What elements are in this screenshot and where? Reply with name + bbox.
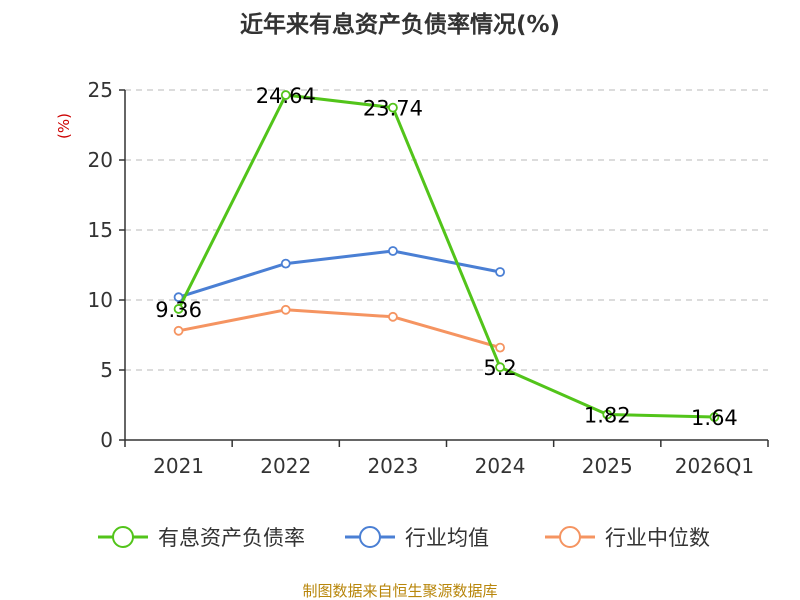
legend-label: 有息资产负债率 <box>158 526 305 550</box>
y-tick-label: 20 <box>88 148 113 172</box>
legend: 有息资产负债率 行业均值 行业中位数 <box>98 526 710 550</box>
x-tick-label: 2025 <box>582 454 633 478</box>
legend-marker <box>359 526 381 548</box>
x-tick-label: 2026Q1 <box>675 454 754 478</box>
source-note: 制图数据来自恒生聚源数据库 <box>302 582 497 600</box>
legend-label: 行业均值 <box>405 526 489 550</box>
series-group <box>173 90 720 422</box>
x-tick-label: 2024 <box>475 454 526 478</box>
data-labels: 9.36 24.64 23.74 5.2 1.82 1.64 <box>155 84 738 430</box>
data-label: 1.82 <box>584 404 631 428</box>
data-point <box>173 292 184 303</box>
data-label: 1.64 <box>691 406 738 430</box>
y-tick-label: 15 <box>88 218 113 242</box>
y-tick-label: 10 <box>88 288 113 312</box>
data-label: 23.74 <box>363 97 423 121</box>
data-point <box>388 311 398 322</box>
y-axis-unit: (%) <box>55 113 73 139</box>
grid-lines <box>125 89 768 371</box>
y-tick-label: 25 <box>88 78 113 102</box>
series-line <box>178 249 501 299</box>
data-point <box>173 304 184 314</box>
data-point <box>388 102 398 113</box>
data-point <box>280 304 291 315</box>
x-tick-label: 2023 <box>367 454 418 478</box>
legend-marker <box>559 526 581 548</box>
data-point <box>280 90 291 100</box>
data-point <box>280 258 291 269</box>
data-point <box>495 342 505 353</box>
x-tick-label: 2022 <box>260 454 311 478</box>
legend-label: 行业中位数 <box>605 526 710 550</box>
data-point <box>602 409 613 420</box>
data-label: 24.64 <box>256 84 316 108</box>
data-point <box>495 267 505 277</box>
chart-title: 近年来有息资产负债率情况(%) <box>240 11 560 38</box>
data-point <box>388 246 398 256</box>
data-label: 5.2 <box>483 356 516 380</box>
y-tick-label: 5 <box>100 358 113 382</box>
data-point <box>709 412 720 422</box>
data-label: 9.36 <box>155 298 202 322</box>
series-line <box>177 93 715 419</box>
legend-marker <box>112 526 134 548</box>
y-tick-label: 0 <box>100 428 113 452</box>
x-tick-label: 2021 <box>153 454 204 478</box>
data-point <box>495 362 505 373</box>
series-line <box>178 308 501 350</box>
data-point <box>173 325 184 336</box>
